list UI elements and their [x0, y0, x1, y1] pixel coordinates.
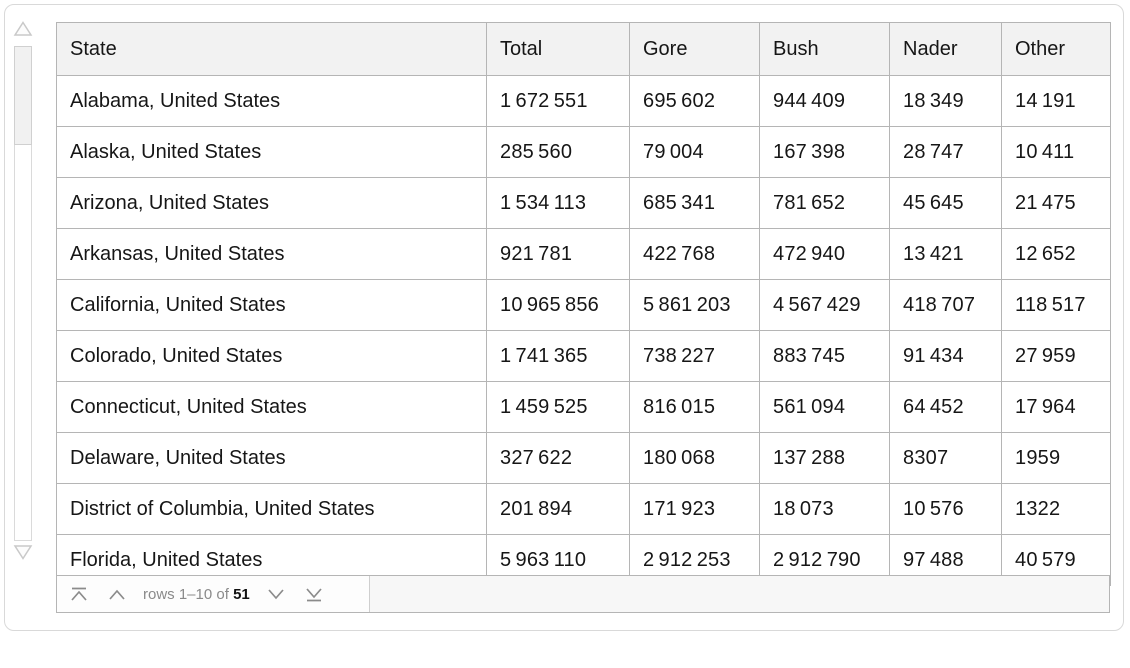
scrollbar-track[interactable]: [14, 46, 32, 541]
vote-count-cell: 201 894: [486, 483, 630, 535]
scrollbar-thumb[interactable]: [14, 46, 32, 145]
vote-count-cell: 1 672 551: [486, 75, 630, 127]
vote-count-cell: 118 517: [1001, 279, 1111, 331]
vote-count-cell: 418 707: [889, 279, 1002, 331]
vote-count-cell: 5 861 203: [629, 279, 760, 331]
vote-count-cell: 10 965 856: [486, 279, 630, 331]
scroll-down-triangle-button[interactable]: [13, 544, 33, 560]
column-header-gore[interactable]: Gore: [629, 22, 760, 76]
vote-count-cell: 91 434: [889, 330, 1002, 382]
vote-count-cell: 816 015: [629, 381, 760, 433]
chevron-up-icon: [109, 589, 125, 600]
rows-range-label: rows 1–10 of 51: [143, 585, 250, 603]
vote-count-cell: 180 068: [629, 432, 760, 484]
column-header-state[interactable]: State: [56, 22, 487, 76]
state-entity-link[interactable]: Delaware, United States: [56, 432, 487, 484]
vote-count-cell: 14 191: [1001, 75, 1111, 127]
table-row: Colorado, United States 1 741 365 738 227 8…: [56, 330, 1111, 382]
vote-count-cell: 18 073: [759, 483, 890, 535]
vote-count-cell: 883 745: [759, 330, 890, 382]
header-row: State Total Gore Bush Nader Other: [56, 22, 1111, 76]
table-row: Delaware, United States 327 622 180 068 137…: [56, 432, 1111, 484]
election-results-table: State Total Gore Bush Nader Other Alabam…: [56, 22, 1111, 586]
vote-count-cell: 137 288: [759, 432, 890, 484]
state-entity-link[interactable]: Alaska, United States: [56, 126, 487, 178]
table-row: Arizona, United States 1 534 113 685 341 78…: [56, 177, 1111, 229]
vote-count-cell: 695 602: [629, 75, 760, 127]
previous-rows-button[interactable]: [103, 582, 131, 606]
column-header-other[interactable]: Other: [1001, 22, 1111, 76]
vote-count-cell: 1959: [1001, 432, 1111, 484]
state-entity-link[interactable]: Arizona, United States: [56, 177, 487, 229]
state-entity-link[interactable]: Arkansas, United States: [56, 228, 487, 280]
scroll-up-triangle-button[interactable]: [13, 21, 33, 37]
vote-count-cell: 28 747: [889, 126, 1002, 178]
vote-count-cell: 1322: [1001, 483, 1111, 535]
table-row: California, United States 10 965 856 5 861…: [56, 279, 1111, 331]
first-rows-button[interactable]: [65, 582, 93, 606]
chevron-down-to-line-icon: [306, 587, 322, 601]
vote-count-cell: 285 560: [486, 126, 630, 178]
next-rows-button[interactable]: [262, 582, 290, 606]
table-row: District of Columbia, United States 201 8…: [56, 483, 1111, 535]
triangle-up-icon: [13, 21, 33, 36]
paginator-bar: rows 1–10 of 51: [56, 575, 1110, 613]
table-row: Arkansas, United States 921 781 422 768 472…: [56, 228, 1111, 280]
column-header-nader[interactable]: Nader: [889, 22, 1002, 76]
vote-count-cell: 422 768: [629, 228, 760, 280]
state-entity-link[interactable]: California, United States: [56, 279, 487, 331]
vote-count-cell: 171 923: [629, 483, 760, 535]
state-entity-link[interactable]: Colorado, United States: [56, 330, 487, 382]
vote-count-cell: 327 622: [486, 432, 630, 484]
vote-count-cell: 21 475: [1001, 177, 1111, 229]
vote-count-cell: 1 741 365: [486, 330, 630, 382]
vote-count-cell: 17 964: [1001, 381, 1111, 433]
vote-count-cell: 64 452: [889, 381, 1002, 433]
vote-count-cell: 561 094: [759, 381, 890, 433]
table-row: Connecticut, United States 1 459 525 816 0…: [56, 381, 1111, 433]
vote-count-cell: 685 341: [629, 177, 760, 229]
state-entity-link[interactable]: District of Columbia, United States: [56, 483, 487, 535]
vote-count-cell: 8307: [889, 432, 1002, 484]
vote-count-cell: 45 645: [889, 177, 1002, 229]
column-header-bush[interactable]: Bush: [759, 22, 890, 76]
table-row: Alabama, United States 1 672 551 695 602 94…: [56, 75, 1111, 127]
vote-count-cell: 12 652: [1001, 228, 1111, 280]
vote-count-cell: 4 567 429: [759, 279, 890, 331]
chevron-up-to-line-icon: [71, 587, 87, 601]
state-entity-link[interactable]: Alabama, United States: [56, 75, 487, 127]
vote-count-cell: 18 349: [889, 75, 1002, 127]
paginator-controls: rows 1–10 of 51: [57, 576, 370, 612]
state-entity-link[interactable]: Connecticut, United States: [56, 381, 487, 433]
vote-count-cell: 1 534 113: [486, 177, 630, 229]
column-header-total[interactable]: Total: [486, 22, 630, 76]
vote-count-cell: 944 409: [759, 75, 890, 127]
vote-count-cell: 781 652: [759, 177, 890, 229]
vote-count-cell: 472 940: [759, 228, 890, 280]
vote-count-cell: 738 227: [629, 330, 760, 382]
vote-count-cell: 13 421: [889, 228, 1002, 280]
vote-count-cell: 167 398: [759, 126, 890, 178]
vote-count-cell: 79 004: [629, 126, 760, 178]
vote-count-cell: 10 576: [889, 483, 1002, 535]
vote-count-cell: 1 459 525: [486, 381, 630, 433]
last-rows-button[interactable]: [300, 582, 328, 606]
total-rows-count: 51: [233, 585, 250, 603]
chevron-down-icon: [268, 588, 284, 599]
vote-count-cell: 10 411: [1001, 126, 1111, 178]
triangle-down-icon: [13, 545, 33, 560]
vote-count-cell: 921 781: [486, 228, 630, 280]
vote-count-cell: 27 959: [1001, 330, 1111, 382]
table-row: Alaska, United States 285 560 79 004 167 39…: [56, 126, 1111, 178]
